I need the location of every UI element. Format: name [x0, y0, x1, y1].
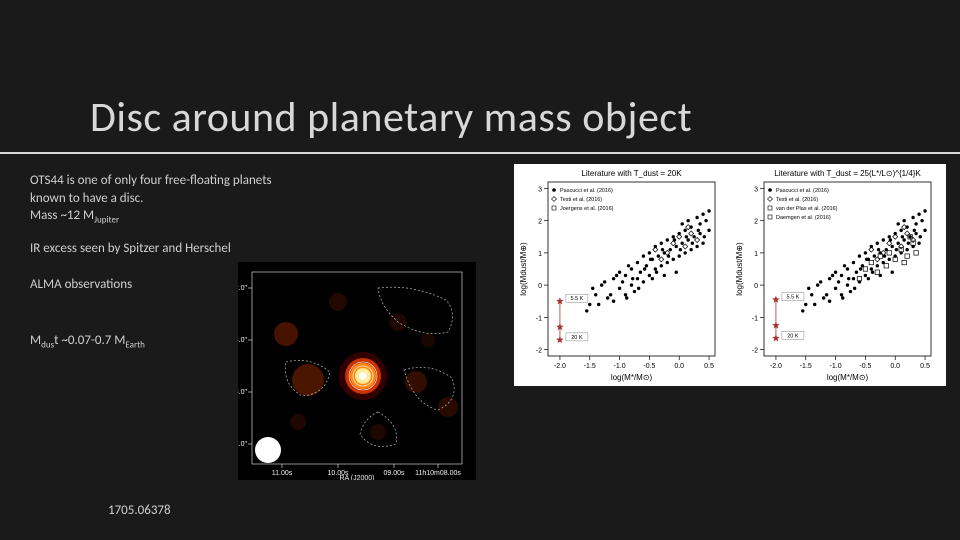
svg-text:11.00s: 11.00s	[272, 470, 293, 477]
svg-text:-0.5: -0.5	[643, 363, 655, 370]
paragraph-mdust: Mdust ~0.07-0.7 MEarth	[30, 332, 250, 352]
svg-text:log(Mdust/M⊕): log(Mdust/M⊕)	[735, 242, 744, 296]
p1-line1: OTS44 is one of only four free-floating …	[30, 173, 272, 188]
svg-text:Literature with T_dust = 25(L*: Literature with T_dust = 25(L*/L⊙)^{1/4}…	[774, 169, 921, 178]
svg-text:-2: -2	[536, 348, 542, 355]
svg-text:-1: -1	[536, 315, 542, 322]
svg-text:1: 1	[538, 251, 542, 258]
p1-subscript: Jupiter	[94, 215, 119, 226]
svg-text:Pascucci et al. (2016): Pascucci et al. (2016)	[776, 188, 829, 194]
svg-text:0.5: 0.5	[704, 363, 714, 370]
svg-text:RA (J2000): RA (J2000)	[339, 475, 374, 480]
svg-text:5.5 K: 5.5 K	[571, 296, 584, 302]
svg-text:09.00s: 09.00s	[383, 470, 405, 477]
svg-text:-1.5: -1.5	[584, 363, 596, 370]
p1-line2: known to have a disc.	[30, 191, 143, 206]
svg-text:-1.5: -1.5	[800, 363, 812, 370]
svg-text:06'32'12.0": 06'32'12.0"	[238, 285, 248, 292]
title-divider	[0, 152, 960, 154]
svg-text:van der Plas et al. (2016): van der Plas et al. (2016)	[776, 206, 838, 212]
svg-text:20 K: 20 K	[787, 333, 799, 339]
svg-text:-0.5: -0.5	[859, 363, 871, 370]
mdust-sub1: dus	[41, 340, 54, 351]
arxiv-id: 1705.06378	[108, 502, 171, 520]
svg-text:0.0: 0.0	[890, 363, 900, 370]
svg-text:-2: -2	[752, 348, 758, 355]
svg-text:3: 3	[754, 186, 758, 193]
p1-line3: Mass ~12 M	[30, 208, 94, 223]
svg-text:Joergens et al. (2016): Joergens et al. (2016)	[560, 206, 614, 212]
svg-text:-2.0: -2.0	[554, 363, 566, 370]
svg-text:log(M*/M⊙): log(M*/M⊙)	[611, 373, 653, 382]
svg-text:18.0": 18.0"	[238, 389, 248, 396]
svg-text:-2.0: -2.0	[770, 363, 782, 370]
svg-text:-1.0: -1.0	[830, 363, 842, 370]
svg-text:-1.0: -1.0	[614, 363, 626, 370]
svg-text:Pascucci et al. (2016): Pascucci et al. (2016)	[560, 188, 613, 194]
svg-text:20 K: 20 K	[571, 335, 583, 341]
svg-text:3: 3	[538, 186, 542, 193]
mdust-a: M	[30, 333, 41, 348]
svg-text:2: 2	[538, 219, 542, 226]
alma-image: 11.00s10.00s09.00s11h10m08.00s06'32'12.0…	[238, 262, 476, 480]
svg-text:12.0": 12.0"	[238, 441, 248, 448]
svg-text:2: 2	[754, 219, 758, 226]
svg-text:log(M*/M⊙): log(M*/M⊙)	[827, 373, 869, 382]
svg-text:0: 0	[754, 283, 758, 290]
svg-text:Testi et al. (2016): Testi et al. (2016)	[776, 197, 818, 203]
mdust-sub2: Earth	[125, 340, 144, 351]
svg-text:-1: -1	[752, 315, 758, 322]
scatter-left: Literature with T_dust = 20K -2.0 -1.5 -1.0…	[514, 164, 730, 386]
svg-text:11h10m08.00s: 11h10m08.00s	[415, 470, 461, 477]
page-title: Disc around planetary mass object	[90, 92, 692, 143]
svg-text:5.5 K: 5.5 K	[787, 295, 800, 301]
scatter-charts: Literature with T_dust = 20K -2.0 -1.5 -1.0…	[514, 164, 946, 386]
paragraph-intro: OTS44 is one of only four free-floating …	[30, 172, 430, 227]
svg-text:1: 1	[754, 251, 758, 258]
svg-text:log(Mdust/M⊕): log(Mdust/M⊕)	[519, 242, 528, 296]
svg-text:0.0: 0.0	[674, 363, 684, 370]
svg-text:0: 0	[538, 283, 542, 290]
scatter-right: Literature with T_dust = 25(L*/L⊙)^{1/4}…	[730, 164, 946, 386]
mdust-b: t ~0.07-0.7 M	[54, 333, 125, 348]
paragraph-ir: IR excess seen by Spitzer and Herschel	[30, 240, 390, 258]
svg-text:Literature with T_dust = 20K: Literature with T_dust = 20K	[581, 169, 682, 178]
svg-text:0.5: 0.5	[920, 363, 930, 370]
svg-text:Daemgen et al. (2016): Daemgen et al. (2016)	[776, 215, 831, 221]
svg-text:24.0": 24.0"	[238, 337, 248, 344]
svg-text:Testi et al. (2016): Testi et al. (2016)	[560, 197, 602, 203]
paragraph-alma: ALMA observations	[30, 276, 250, 294]
